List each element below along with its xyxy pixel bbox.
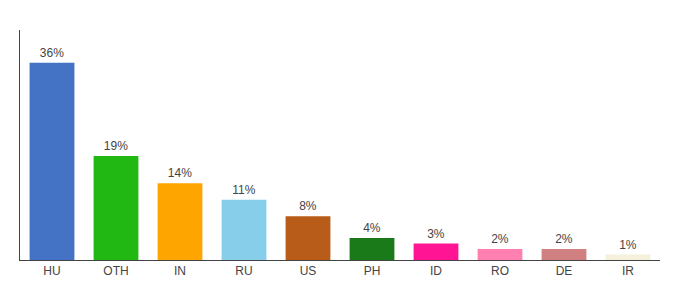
- svg-text:DE: DE: [556, 264, 573, 278]
- svg-text:OTH: OTH: [103, 264, 128, 278]
- svg-text:HU: HU: [43, 264, 60, 278]
- svg-text:US: US: [300, 264, 317, 278]
- svg-text:1%: 1%: [619, 238, 637, 252]
- svg-text:RU: RU: [235, 264, 252, 278]
- svg-text:RO: RO: [491, 264, 509, 278]
- svg-text:4%: 4%: [363, 221, 381, 235]
- svg-text:36%: 36%: [40, 46, 64, 60]
- svg-text:IR: IR: [622, 264, 634, 278]
- svg-text:2%: 2%: [555, 232, 573, 246]
- svg-text:IN: IN: [174, 264, 186, 278]
- svg-text:2%: 2%: [491, 232, 509, 246]
- svg-text:ID: ID: [430, 264, 442, 278]
- svg-text:19%: 19%: [104, 139, 128, 153]
- svg-text:3%: 3%: [427, 227, 445, 241]
- svg-text:8%: 8%: [299, 199, 317, 213]
- svg-text:PH: PH: [364, 264, 381, 278]
- svg-text:14%: 14%: [168, 166, 192, 180]
- svg-text:11%: 11%: [232, 183, 255, 197]
